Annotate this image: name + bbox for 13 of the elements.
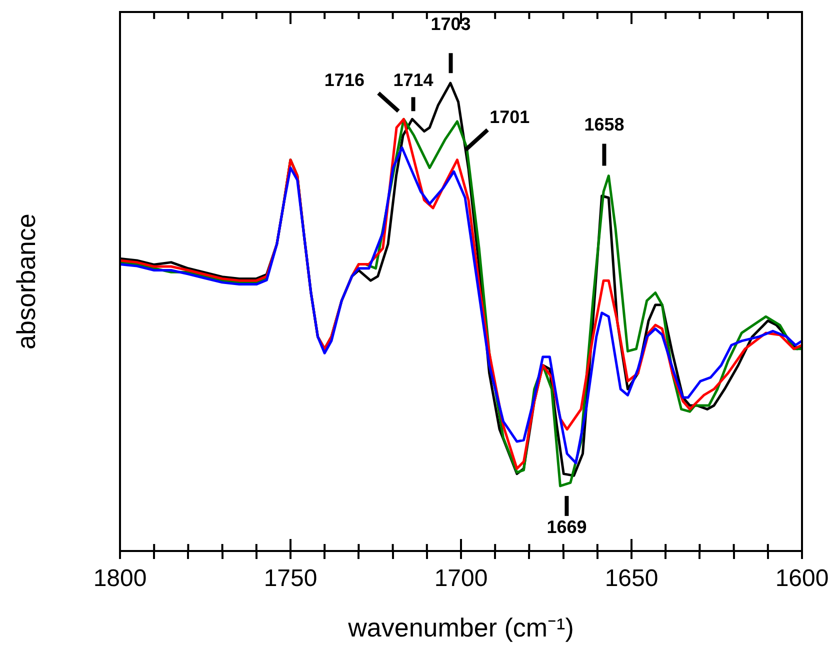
annotation: 1669 bbox=[546, 516, 587, 537]
x-axis-title: wavenumber (cm⁻¹) bbox=[347, 612, 574, 643]
annotation: 1716 bbox=[324, 70, 364, 90]
annotation: 1703 bbox=[430, 14, 471, 34]
x-tick-label: 1800 bbox=[93, 565, 147, 592]
x-tick-label: 1700 bbox=[434, 565, 488, 592]
annotation: 1714 bbox=[393, 70, 434, 90]
annotation: 1701 bbox=[490, 106, 530, 127]
x-tick-label: 1650 bbox=[604, 565, 658, 592]
y-axis-title: absorbance bbox=[11, 214, 42, 350]
annotation: 1658 bbox=[584, 114, 624, 135]
x-tick-label: 1750 bbox=[264, 565, 318, 592]
x-tick-label: 1600 bbox=[775, 565, 829, 592]
